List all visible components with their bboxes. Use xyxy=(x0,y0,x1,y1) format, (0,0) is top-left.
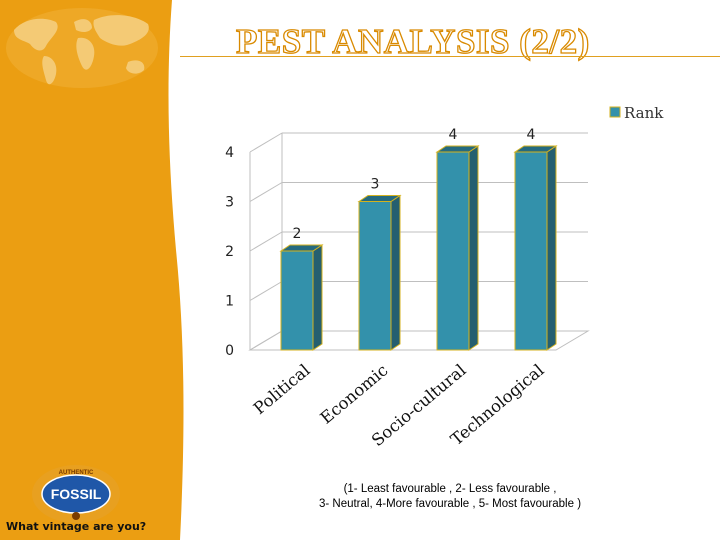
y-gridline-side xyxy=(249,132,283,153)
y-tick-label: 0 xyxy=(225,343,234,359)
logo-emblem-icon xyxy=(72,512,80,520)
y-tick-label: 3 xyxy=(225,195,234,211)
y-tick-label: 4 xyxy=(225,145,234,161)
x-tick-label: Political xyxy=(250,361,314,419)
legend-label: Rank xyxy=(624,104,664,122)
data-label: 3 xyxy=(371,177,380,193)
y-tick-label: 1 xyxy=(225,294,234,310)
y-gridline-side xyxy=(249,231,283,252)
title-underline xyxy=(180,56,720,57)
tagline: What vintage are you? xyxy=(6,520,147,533)
bar-side xyxy=(390,194,401,351)
bar-side xyxy=(546,145,557,351)
rank-scale-footnote: (1- Least favourable , 2- Less favourabl… xyxy=(240,482,660,512)
page-title: PEST ANALYSIS (2/2) xyxy=(235,21,590,61)
data-label: 4 xyxy=(527,127,536,143)
legend-swatch xyxy=(609,106,621,118)
bar xyxy=(514,151,548,351)
y-tick-label: 2 xyxy=(225,244,234,260)
sidebar-background xyxy=(0,0,184,540)
bar xyxy=(280,250,314,351)
logo-brand-text: FOSSIL xyxy=(51,486,102,502)
bar-side xyxy=(312,244,323,351)
bar xyxy=(358,201,392,351)
logo-ring-text: AUTHENTIC xyxy=(59,470,94,476)
bar-side xyxy=(468,145,479,351)
world-map-icon xyxy=(6,8,158,88)
fossil-logo: AUTHENTIC FOSSIL xyxy=(32,465,120,523)
bar xyxy=(436,151,470,351)
y-gridline-side xyxy=(249,281,283,301)
y-gridline-side xyxy=(249,182,283,202)
data-label: 4 xyxy=(449,127,458,143)
footnote-line-1: (1- Least favourable , 2- Less favourabl… xyxy=(343,483,557,495)
footnote-line-2: 3- Neutral, 4-More favourable , 5- Most … xyxy=(318,498,582,510)
y-gridline-side xyxy=(249,330,283,351)
x-tick-label: Economic xyxy=(317,361,392,428)
data-label: 2 xyxy=(293,226,302,242)
sidebar-panel xyxy=(0,0,184,540)
